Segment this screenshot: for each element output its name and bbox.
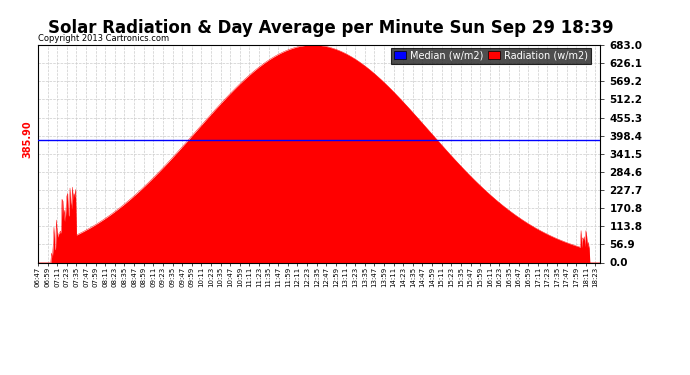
Text: 385.90: 385.90 <box>22 121 32 158</box>
Text: Solar Radiation & Day Average per Minute Sun Sep 29 18:39: Solar Radiation & Day Average per Minute… <box>48 19 614 37</box>
Legend: Median (w/m2), Radiation (w/m2): Median (w/m2), Radiation (w/m2) <box>391 48 591 63</box>
Text: Copyright 2013 Cartronics.com: Copyright 2013 Cartronics.com <box>38 34 169 43</box>
